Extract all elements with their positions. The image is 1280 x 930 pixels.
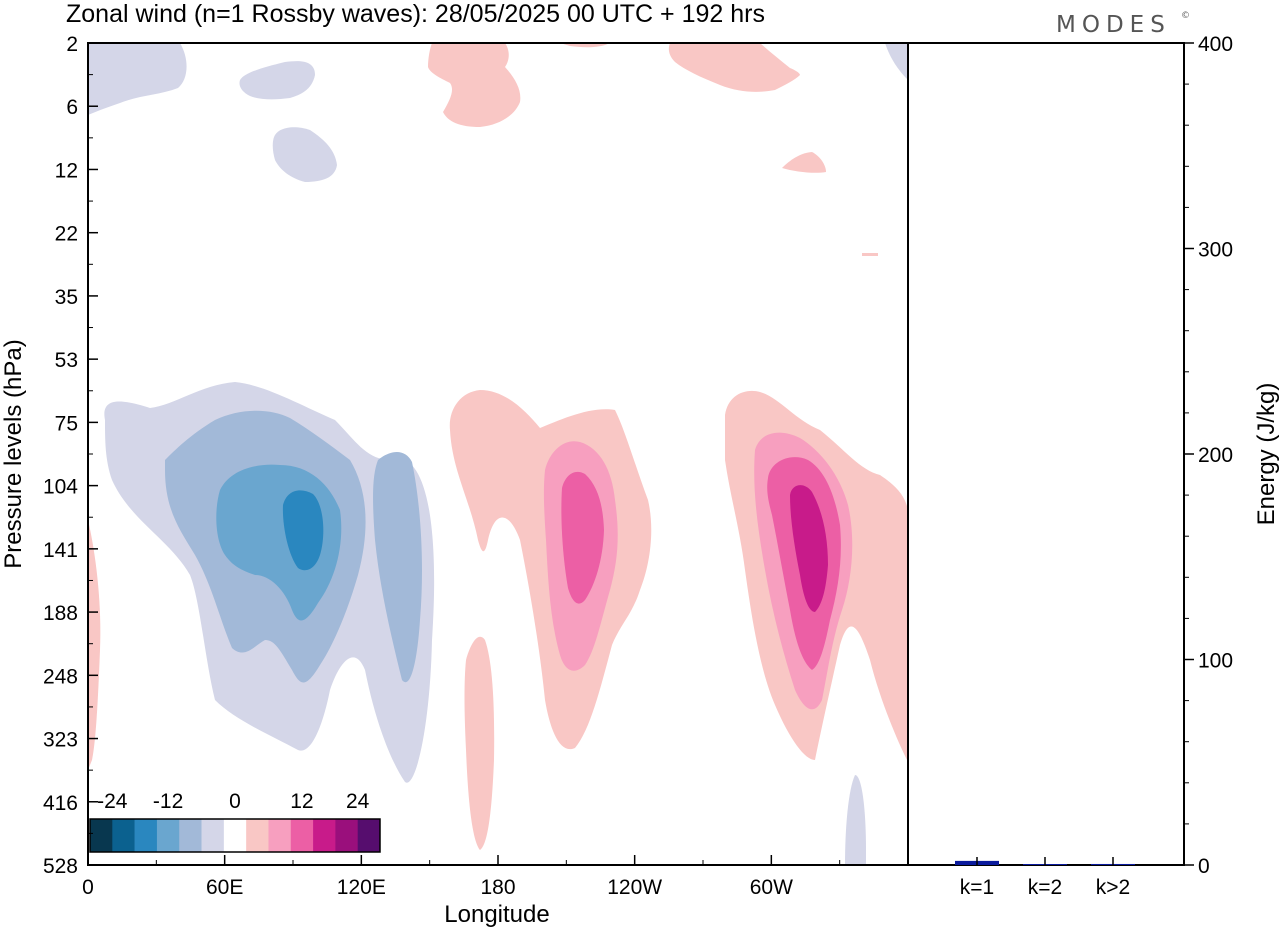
colorbar-border bbox=[89, 818, 381, 853]
colorbar-swatch bbox=[357, 819, 381, 852]
energy-category-label: k=1 bbox=[960, 876, 994, 899]
colorbar-swatch bbox=[268, 819, 292, 852]
contour-region bbox=[668, 43, 800, 92]
y-tick-label: 528 bbox=[43, 855, 78, 878]
contour-region bbox=[88, 43, 187, 115]
energy-tick-label: 400 bbox=[1198, 33, 1233, 56]
x-tick-label: 120E bbox=[337, 876, 386, 899]
x-tick-label: 120W bbox=[607, 876, 662, 899]
colorbar-swatch bbox=[223, 819, 247, 852]
contour-region bbox=[560, 43, 610, 48]
energy-category-label: k=2 bbox=[1028, 876, 1062, 899]
colorbar-swatch bbox=[335, 819, 358, 852]
energy-tick-label: 100 bbox=[1198, 650, 1233, 673]
brand-logo: MODES © bbox=[1056, 11, 1190, 38]
y-tick-label: 6 bbox=[66, 96, 78, 119]
contour-region bbox=[282, 490, 324, 571]
energy-plot-frame bbox=[907, 42, 1185, 866]
colorbar-swatch bbox=[90, 819, 113, 852]
energy-tick-label: 200 bbox=[1198, 444, 1233, 467]
energy-category-label: k>2 bbox=[1096, 876, 1130, 899]
y-tick-label: 248 bbox=[43, 665, 78, 688]
y-tick-label: 53 bbox=[55, 349, 78, 372]
y-tick-label: 75 bbox=[55, 412, 78, 435]
x-tick-label: 0 bbox=[82, 876, 94, 899]
contour-region bbox=[464, 636, 495, 850]
colorbar-swatch bbox=[179, 819, 202, 852]
pressure-axis: 2 6 12 22 35 53 75 104 141 188 248 323 416 528 bbox=[43, 33, 98, 878]
chart-title: Zonal wind (n=1 Rossby waves): 28/05/202… bbox=[66, 0, 765, 28]
colorbar-label: 0 bbox=[229, 790, 241, 813]
colorbar: -24 -12 0 12 24 bbox=[88, 788, 384, 864]
colorbar-swatch bbox=[246, 819, 269, 852]
y-tick-label: 188 bbox=[43, 602, 78, 625]
contour-region bbox=[845, 775, 866, 865]
x-tick-label: 180 bbox=[480, 876, 515, 899]
x-tick-label: 60W bbox=[750, 876, 793, 899]
contour-region bbox=[373, 452, 423, 683]
brand-wordmark: MODES bbox=[1056, 12, 1171, 38]
energy-tick-label: 0 bbox=[1198, 855, 1210, 878]
colorbar-label: 12 bbox=[290, 790, 313, 813]
y-tick-label: 22 bbox=[55, 223, 78, 246]
contour-region bbox=[88, 520, 101, 770]
colorbar-swatch bbox=[134, 819, 158, 852]
contour-region bbox=[790, 485, 828, 612]
y-tick-label: 141 bbox=[43, 539, 78, 562]
x-axis-label: Longitude bbox=[444, 901, 549, 928]
colorbar-label: 24 bbox=[346, 790, 370, 813]
contour-region bbox=[885, 43, 908, 80]
energy-axis-label: Energy (J/kg) bbox=[1253, 383, 1280, 526]
y-tick-label: 35 bbox=[55, 286, 78, 309]
contour-region bbox=[862, 253, 878, 256]
x-tick-label: 60E bbox=[206, 876, 243, 899]
colorbar-swatch bbox=[201, 819, 225, 852]
y-tick-label: 416 bbox=[43, 792, 78, 815]
y-tick-label: 12 bbox=[55, 159, 78, 182]
contour-region bbox=[782, 152, 826, 173]
colorbar-swatch bbox=[313, 819, 336, 852]
energy-categories: k=1 k=2 k>2 bbox=[960, 857, 1130, 899]
y-tick-label: 323 bbox=[43, 729, 78, 752]
y-tick-label: 104 bbox=[43, 476, 78, 499]
contour-region bbox=[428, 43, 521, 127]
contour-field bbox=[88, 43, 908, 865]
colorbar-swatch bbox=[112, 819, 135, 852]
contour-region bbox=[561, 471, 604, 604]
contour-region bbox=[272, 127, 337, 182]
colorbar-label: -24 bbox=[97, 790, 128, 813]
colorbar-label: -12 bbox=[153, 790, 183, 813]
brand-mark: © bbox=[1181, 11, 1190, 21]
longitude-axis: 0 60E 120E 180 120W 60W bbox=[82, 855, 841, 899]
colorbar-swatch bbox=[156, 819, 180, 852]
colorbar-swatch bbox=[290, 819, 314, 852]
contour-region bbox=[239, 61, 315, 100]
contour-region bbox=[895, 587, 900, 609]
energy-tick-label: 300 bbox=[1198, 239, 1233, 262]
y-axis-label: Pressure levels (hPa) bbox=[0, 339, 27, 568]
energy-axis: 0 100 200 300 400 bbox=[1184, 33, 1233, 878]
y-tick-label: 2 bbox=[66, 33, 78, 56]
